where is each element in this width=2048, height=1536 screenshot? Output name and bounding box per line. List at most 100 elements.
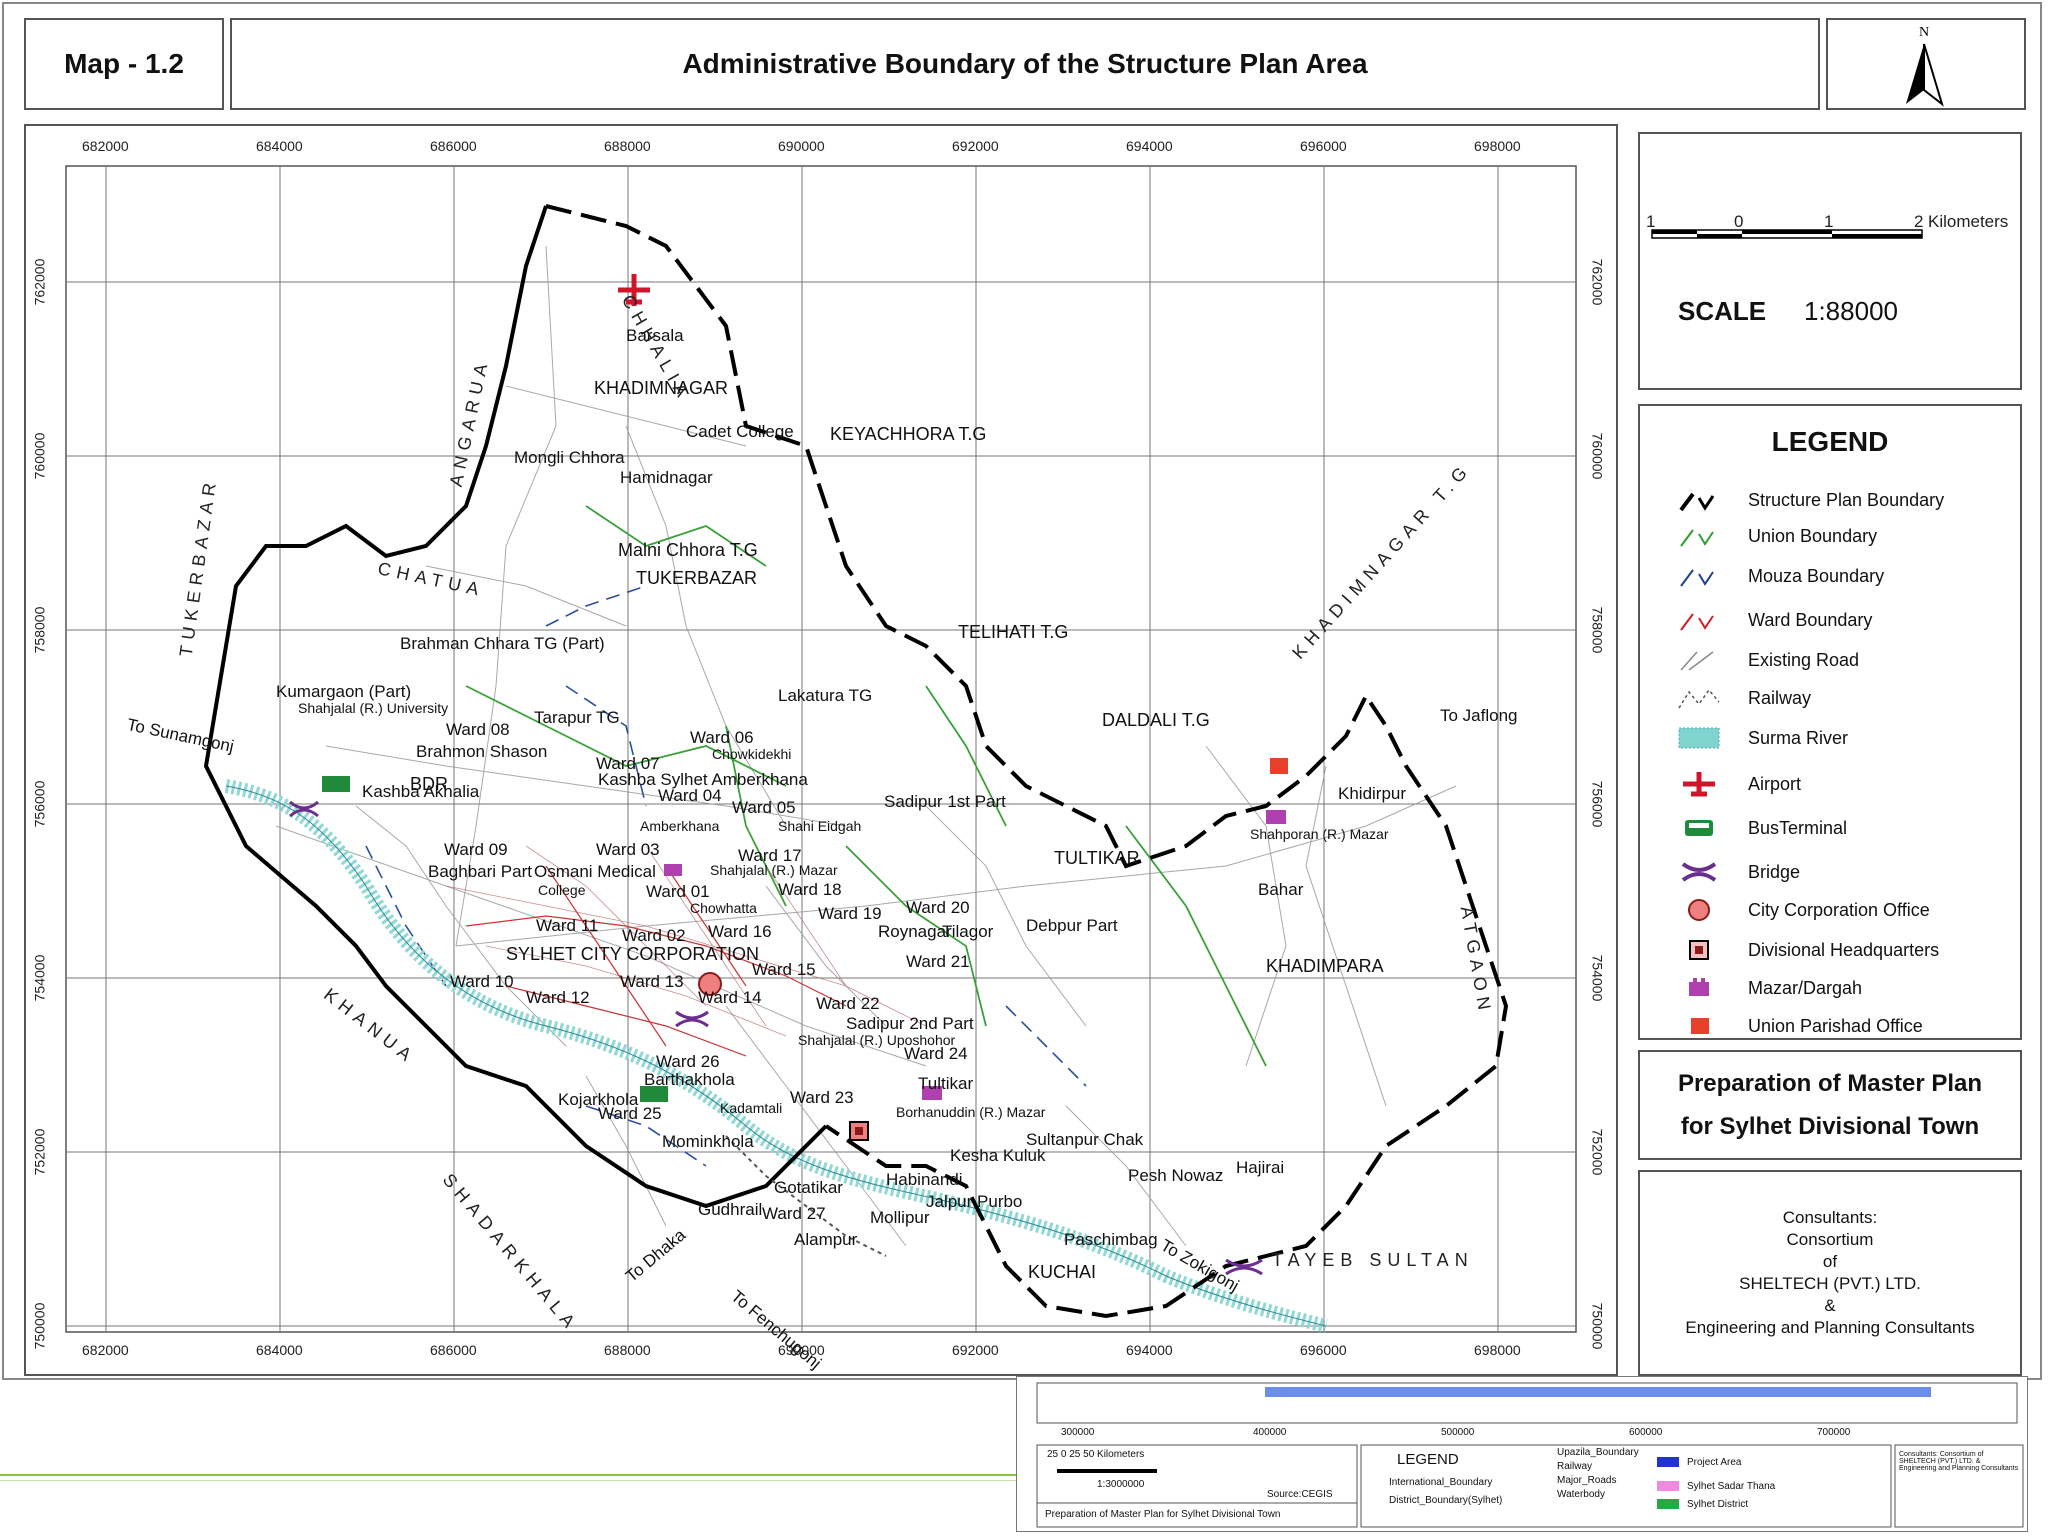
green-line-icon — [1670, 520, 1730, 552]
place-label: Kadamtali — [720, 1100, 783, 1116]
y-tick-left-1: 760000 — [31, 432, 48, 480]
inset-legend-item: Project Area — [1687, 1457, 1742, 1468]
place-label: To Jaflong — [1440, 706, 1518, 725]
consultant-box: Consultants: Consortium of SHELTECH (PVT… — [1638, 1170, 2022, 1376]
place-label: Kashba Akhalia — [362, 782, 480, 801]
place-label: Ward 12 — [526, 988, 590, 1007]
legend-item-label: Union Parishad Office — [1748, 1015, 1923, 1036]
place-label: Ward 24 — [904, 1044, 968, 1063]
legend-item: Divisional Headquarters — [1670, 934, 1939, 966]
inset-x-tick: 500000 — [1441, 1427, 1475, 1438]
place-label: Pesh Nowaz — [1128, 1166, 1224, 1185]
x-tick-top-5: 692000 — [952, 138, 999, 154]
inset-map: 300000 400000 500000 600000 700000 25 0 25 50… — [1016, 1376, 2028, 1532]
place-label: College — [538, 882, 586, 898]
mazar-icon — [1670, 972, 1730, 1004]
bus-terminal-icon-kadamtali — [640, 1086, 668, 1102]
bus-terminal-icon-akhalia — [322, 776, 350, 792]
place-label: KHADIMNAGAR — [594, 378, 729, 398]
place-label: Roynagar — [878, 922, 952, 941]
inset-scale-ratio: 1:3000000 — [1097, 1479, 1145, 1490]
x-tick-top-8: 698000 — [1474, 138, 1521, 154]
y-tick-right-6: 750000 — [1589, 1302, 1606, 1350]
company-label: SHELTECH (PVT.) LTD. — [1739, 1274, 1921, 1293]
place-label: Sadipur 2nd Part — [846, 1014, 974, 1033]
inset-prep-title: Preparation of Master Plan for Sylhet Di… — [1045, 1509, 1281, 1520]
structure-plan-boundary-solid — [203, 205, 828, 1209]
map-number-text: Map - 1.2 — [64, 48, 184, 79]
inset-legend-item: Major_Roads — [1557, 1475, 1617, 1486]
scale-bar — [1651, 229, 1923, 239]
place-label: Chowhatta — [690, 900, 757, 916]
place-label: Mominkhola — [662, 1132, 754, 1151]
map-title-text: Administrative Boundary of the Structure… — [682, 48, 1368, 79]
legend-item: Mazar/Dargah — [1670, 972, 1862, 1004]
square-icon — [1670, 934, 1730, 966]
place-label: Mongli Chhora — [514, 448, 625, 467]
place-label: Barsala — [626, 326, 684, 345]
place-label: Kumargaon (Part) — [276, 682, 412, 701]
place-label: Tilagor — [942, 922, 994, 941]
place-label: Shahjalal (R.) Uposhohor — [798, 1032, 956, 1048]
legend-item: Railway — [1670, 682, 1811, 714]
legend-item: City Corporation Office — [1670, 894, 1930, 926]
y-tick-left-0: 762000 — [31, 258, 48, 306]
place-label: Ward 08 — [446, 720, 510, 739]
mazar-icon-borhanuddin — [922, 1086, 942, 1100]
legend-item-label: Existing Road — [1748, 649, 1860, 670]
place-label: Ward 19 — [818, 904, 882, 923]
legend-item: Union Boundary — [1670, 520, 1877, 552]
place-label: Ward 26 — [656, 1052, 720, 1071]
railway-icon — [1670, 682, 1730, 714]
place-label: Ward 18 — [778, 880, 842, 899]
inset-x-tick: 700000 — [1817, 1427, 1851, 1438]
place-label: SYLHET CITY CORPORATION — [506, 944, 760, 964]
airplane-icon — [1670, 768, 1730, 800]
scale-unit: Kilometers — [1928, 212, 2009, 231]
legend-item-label: City Corporation Office — [1748, 899, 1930, 920]
inset-consultant: Consultants: Consortium of SHELTECH (PVT… — [1899, 1451, 2019, 1472]
place-label: Paschimbag — [1064, 1230, 1158, 1249]
scale-tick-1: 1 — [1824, 212, 1834, 231]
place-label: Ward 11 — [536, 916, 599, 935]
place-label: Ward 23 — [790, 1088, 854, 1107]
place-label: Cadet College — [686, 422, 794, 441]
mazar-icon-shahjalal — [664, 864, 682, 876]
grey-line-icon — [1670, 644, 1730, 676]
river-icon — [1670, 722, 1730, 754]
place-label: Tarapur TG — [534, 708, 620, 727]
y-tick-right-0: 762000 — [1589, 258, 1606, 306]
bus-icon — [1670, 812, 1730, 844]
x-tick-top-6: 694000 — [1126, 138, 1173, 154]
x-tick-top-2: 686000 — [430, 138, 477, 154]
north-letter: N — [1919, 25, 1929, 40]
place-label: Mollipur — [870, 1208, 930, 1227]
place-label: Ward 22 — [816, 994, 880, 1013]
place-label: Ward 21 — [906, 952, 970, 971]
y-tick-right-5: 752000 — [1589, 1128, 1606, 1176]
map-number-label: Map - 1.2 — [24, 18, 224, 110]
place-label: Tultikar — [918, 1074, 974, 1093]
project-title-line2: for Sylhet Divisional Town — [1680, 1112, 1980, 1140]
legend-item-label: Structure Plan Boundary — [1748, 489, 1945, 510]
place-label: Baghbari Part — [428, 862, 532, 881]
place-label: Amberkhana — [640, 818, 720, 834]
place-label: Gudhrail — [698, 1200, 763, 1219]
red-line-icon — [1670, 604, 1730, 636]
y-tick-left-4: 754000 — [31, 954, 48, 1002]
place-label: Ward 14 — [698, 988, 762, 1007]
place-label: Kesha Kuluk — [950, 1146, 1046, 1165]
y-tick-right-3: 756000 — [1589, 780, 1606, 828]
place-label: Ward 03 — [596, 840, 660, 859]
map-title: Administrative Boundary of the Structure… — [230, 18, 1820, 110]
ward-boundaries — [465, 865, 847, 1057]
legend-item-label: Divisional Headquarters — [1748, 939, 1940, 960]
place-label: Khidirpur — [1338, 784, 1407, 803]
divisional-headquarters-icon — [849, 1121, 869, 1141]
place-label: Malni Chhora T.G — [618, 540, 758, 560]
place-label: Ward 16 — [708, 922, 772, 941]
place-label: KUCHAI — [1028, 1262, 1097, 1282]
place-label: Ward 13 — [620, 972, 684, 991]
inset-legend-item: International_Boundary — [1389, 1477, 1493, 1488]
x-tick-bottom-0: 682000 — [82, 1342, 129, 1358]
